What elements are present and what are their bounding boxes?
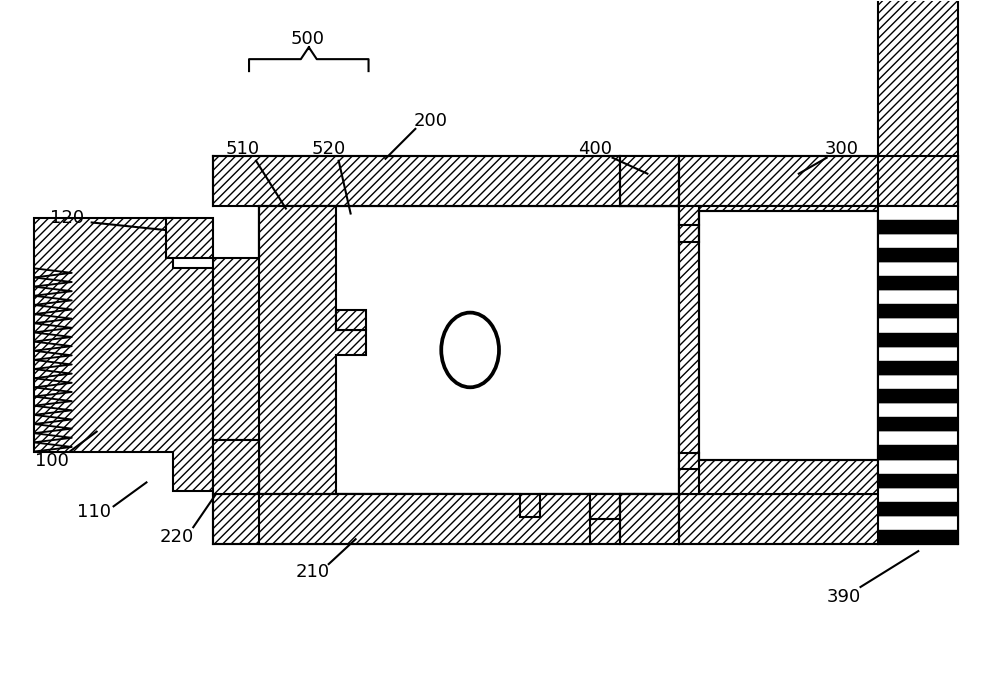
Bar: [878, 206, 958, 219]
Text: 100: 100: [35, 452, 69, 471]
Text: 200: 200: [413, 112, 447, 130]
Bar: [699, 211, 878, 460]
Bar: [878, 290, 958, 304]
Text: 220: 220: [159, 528, 193, 546]
Bar: [878, 445, 958, 460]
Polygon shape: [213, 439, 259, 494]
Bar: [878, 262, 958, 276]
Polygon shape: [166, 219, 213, 259]
Text: 120: 120: [50, 209, 84, 227]
Text: 500: 500: [291, 30, 325, 48]
Text: 300: 300: [825, 139, 859, 158]
Bar: [878, 530, 958, 544]
Bar: [679, 156, 958, 206]
Bar: [213, 156, 679, 206]
Bar: [878, 417, 958, 431]
Bar: [878, 276, 958, 290]
Bar: [878, 332, 958, 347]
Bar: [878, 431, 958, 445]
Bar: [878, 487, 958, 502]
Polygon shape: [336, 310, 366, 330]
Bar: [878, 516, 958, 530]
Bar: [878, 474, 958, 487]
Polygon shape: [34, 219, 213, 492]
Bar: [878, 248, 958, 262]
Text: 520: 520: [312, 139, 346, 158]
Bar: [878, 403, 958, 417]
Polygon shape: [213, 206, 366, 494]
Bar: [878, 361, 958, 375]
Polygon shape: [259, 494, 590, 544]
Bar: [878, 375, 958, 389]
Bar: [679, 494, 958, 544]
Text: 390: 390: [826, 588, 861, 606]
Ellipse shape: [441, 313, 499, 387]
Bar: [878, 304, 958, 318]
Bar: [878, 460, 958, 474]
Bar: [259, 206, 679, 494]
Bar: [878, 389, 958, 403]
Text: 210: 210: [296, 563, 330, 581]
Bar: [878, 502, 958, 516]
Text: 400: 400: [578, 139, 612, 158]
Polygon shape: [620, 156, 679, 206]
Bar: [679, 206, 878, 494]
Polygon shape: [590, 494, 620, 519]
Bar: [878, 234, 958, 248]
Bar: [878, 347, 958, 361]
Bar: [878, 219, 958, 234]
Text: 110: 110: [77, 503, 111, 521]
Bar: [878, 0, 958, 206]
Polygon shape: [620, 494, 679, 544]
Bar: [878, 318, 958, 332]
Bar: [213, 494, 679, 544]
Text: 510: 510: [226, 139, 260, 158]
